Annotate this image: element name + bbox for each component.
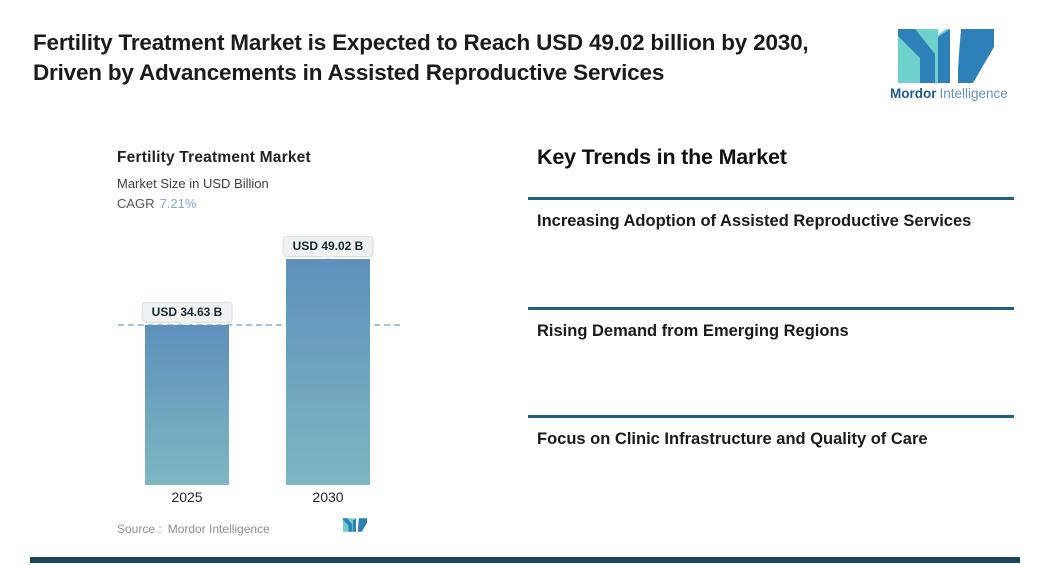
bar-2025	[145, 325, 229, 485]
brand-name-light: Intelligence	[939, 86, 1008, 101]
reference-dashed-line	[118, 324, 400, 326]
bar-value-label-2030: USD 49.02 B	[282, 236, 374, 257]
trend-divider	[528, 197, 1014, 200]
footer-accent-bar	[30, 557, 1020, 563]
trend-item: Rising Demand from Emerging Regions	[528, 307, 1014, 343]
x-axis-label-2030: 2030	[312, 489, 344, 505]
trend-divider	[528, 307, 1014, 310]
x-axis-label-2025: 2025	[171, 489, 203, 505]
trend-label: Increasing Adoption of Assisted Reproduc…	[537, 212, 972, 230]
cagr-value: 7.21%	[159, 196, 197, 211]
mordor-intelligence-logo-icon	[898, 29, 994, 83]
brand-name: Mordor Intelligence	[890, 86, 1008, 101]
source-label: Source :	[117, 522, 162, 536]
brand-logo: Mordor Intelligence	[890, 29, 1008, 101]
trend-divider	[528, 415, 1014, 418]
trend-item: Increasing Adoption of Assisted Reproduc…	[528, 197, 1014, 233]
trend-item: Focus on Clinic Infrastructure and Quali…	[528, 415, 1014, 451]
chart-title: Fertility Treatment Market	[117, 149, 311, 166]
trends-heading: Key Trends in the Market	[537, 145, 787, 169]
trend-label: Rising Demand from Emerging Regions	[537, 322, 849, 340]
source-value: Mordor Intelligence	[167, 522, 270, 536]
brand-name-bold: Mordor	[890, 86, 937, 101]
page-title: Fertility Treatment Market is Expected t…	[33, 30, 809, 85]
bar-2030	[286, 259, 370, 485]
cagr-label: CAGR	[117, 196, 155, 211]
bar-value-label-2025: USD 34.63 B	[141, 302, 233, 323]
source-line: Source : Mordor Intelligence	[117, 522, 270, 536]
source-logo-icon	[343, 518, 367, 532]
chart-cagr: CAGR 7.21%	[117, 196, 196, 211]
trend-label: Focus on Clinic Infrastructure and Quali…	[537, 430, 928, 448]
chart-subtitle: Market Size in USD Billion	[117, 176, 269, 191]
